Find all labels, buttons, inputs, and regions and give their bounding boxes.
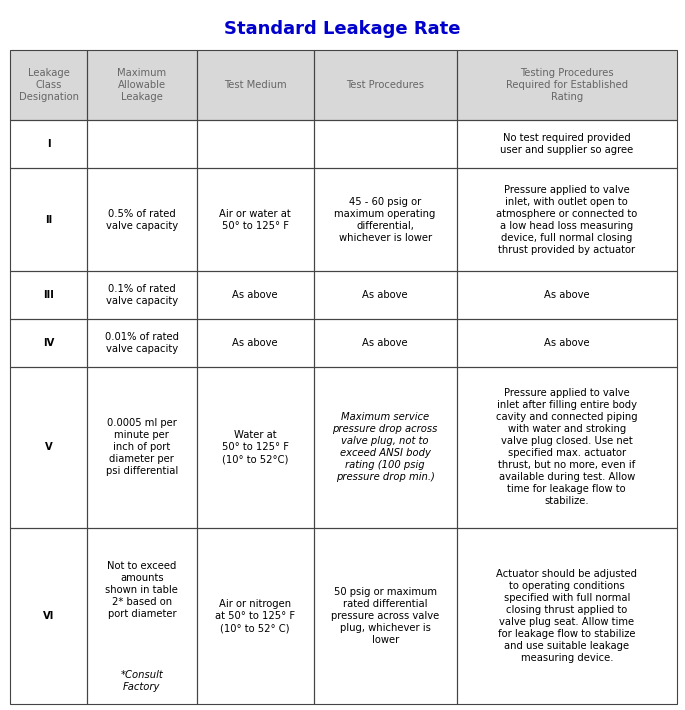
Text: Standard Leakage Rate: Standard Leakage Rate <box>224 20 461 38</box>
Text: As above: As above <box>544 338 590 348</box>
Text: Not to exceed
amounts
shown in table
2* based on
port diameter: Not to exceed amounts shown in table 2* … <box>105 561 178 618</box>
Text: As above: As above <box>544 290 590 300</box>
Bar <box>197 271 314 319</box>
Bar <box>87 168 197 271</box>
Text: VI: VI <box>43 611 54 621</box>
Text: *Consult
Factory: *Consult Factory <box>121 670 163 692</box>
Bar <box>457 528 677 704</box>
Text: As above: As above <box>362 338 408 348</box>
Text: No test required provided
user and supplier so agree: No test required provided user and suppl… <box>500 133 634 155</box>
Bar <box>10 366 87 528</box>
Text: Maximum
Allowable
Leakage: Maximum Allowable Leakage <box>117 68 166 102</box>
Text: Water at
50° to 125° F
(10° to 52°C): Water at 50° to 125° F (10° to 52°C) <box>222 430 288 464</box>
Text: As above: As above <box>232 338 278 348</box>
Bar <box>197 319 314 366</box>
Text: III: III <box>43 290 54 300</box>
Bar <box>197 366 314 528</box>
Bar <box>197 50 314 120</box>
Text: II: II <box>45 214 52 224</box>
Text: Air or water at
50° to 125° F: Air or water at 50° to 125° F <box>219 209 291 231</box>
Bar <box>10 120 87 168</box>
Text: I: I <box>47 139 51 149</box>
Bar <box>87 271 197 319</box>
Text: 45 - 60 psig or
maximum operating
differential,
whichever is lower: 45 - 60 psig or maximum operating differ… <box>334 197 436 243</box>
Text: Air or nitrogen
at 50° to 125° F
(10° to 52° C): Air or nitrogen at 50° to 125° F (10° to… <box>215 599 295 633</box>
Text: Actuator should be adjusted
to operating conditions
specified with full normal
c: Actuator should be adjusted to operating… <box>497 569 637 663</box>
Bar <box>197 168 314 271</box>
Bar <box>314 271 457 319</box>
Text: Leakage
Class
Designation: Leakage Class Designation <box>18 68 79 102</box>
Bar <box>87 319 197 366</box>
Bar <box>87 366 197 528</box>
Bar <box>457 319 677 366</box>
Bar <box>457 50 677 120</box>
Text: Test Procedures: Test Procedures <box>346 80 424 90</box>
Bar <box>457 120 677 168</box>
Bar <box>10 50 87 120</box>
Text: As above: As above <box>362 290 408 300</box>
Text: As above: As above <box>232 290 278 300</box>
Text: Pressure applied to valve
inlet, with outlet open to
atmosphere or connected to
: Pressure applied to valve inlet, with ou… <box>496 185 638 255</box>
Bar <box>457 271 677 319</box>
Bar <box>87 120 197 168</box>
Bar <box>87 528 197 704</box>
Bar <box>87 50 197 120</box>
Bar <box>197 50 314 120</box>
Text: 0.01% of rated
valve capacity: 0.01% of rated valve capacity <box>105 332 179 354</box>
Bar <box>314 50 457 120</box>
Text: 0.0005 ml per
minute per
inch of port
diameter per
psi differential: 0.0005 ml per minute per inch of port di… <box>105 418 178 476</box>
Text: Pressure applied to valve
inlet after filling entire body
cavity and connected p: Pressure applied to valve inlet after fi… <box>496 388 638 506</box>
Text: Test Medium: Test Medium <box>224 80 286 90</box>
Bar <box>314 528 457 704</box>
Text: 0.1% of rated
valve capacity: 0.1% of rated valve capacity <box>106 284 178 306</box>
Text: Maximum service
pressure drop across
valve plug, not to
exceed ANSI body
rating : Maximum service pressure drop across val… <box>332 413 438 482</box>
Text: 50 psig or maximum
rated differential
pressure across valve
plug, whichever is
l: 50 psig or maximum rated differential pr… <box>331 587 439 645</box>
Bar <box>457 366 677 528</box>
Bar <box>314 50 457 120</box>
Bar <box>314 366 457 528</box>
Bar <box>10 528 87 704</box>
Bar <box>10 50 87 120</box>
Bar <box>457 50 677 120</box>
Bar <box>314 120 457 168</box>
Bar <box>87 50 197 120</box>
Text: Testing Procedures
Required for Established
Rating: Testing Procedures Required for Establis… <box>506 68 628 102</box>
Bar <box>457 168 677 271</box>
Text: IV: IV <box>43 338 54 348</box>
Bar <box>10 319 87 366</box>
Bar <box>314 168 457 271</box>
Bar <box>10 168 87 271</box>
Text: 0.5% of rated
valve capacity: 0.5% of rated valve capacity <box>106 209 178 231</box>
Bar <box>314 319 457 366</box>
Bar <box>10 271 87 319</box>
Bar <box>197 120 314 168</box>
Text: V: V <box>45 442 53 452</box>
Bar <box>197 528 314 704</box>
